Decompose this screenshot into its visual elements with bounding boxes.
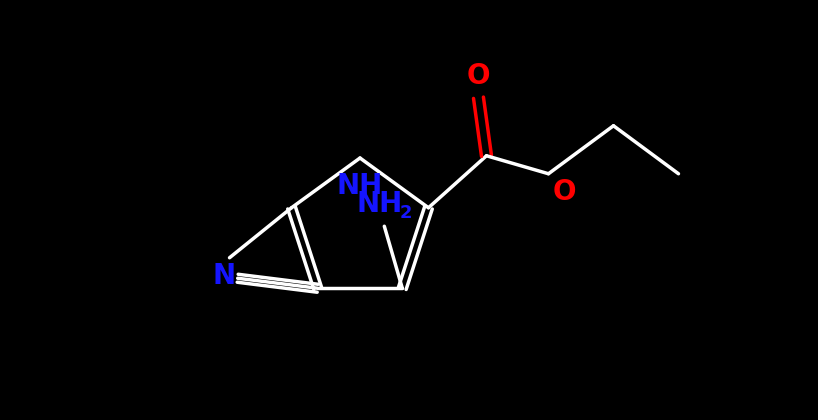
Text: NH: NH: [356, 190, 402, 218]
Text: 2: 2: [400, 204, 412, 222]
Text: NH: NH: [337, 172, 383, 200]
Text: N: N: [212, 262, 236, 290]
Text: O: O: [467, 62, 490, 90]
Text: O: O: [552, 178, 576, 206]
